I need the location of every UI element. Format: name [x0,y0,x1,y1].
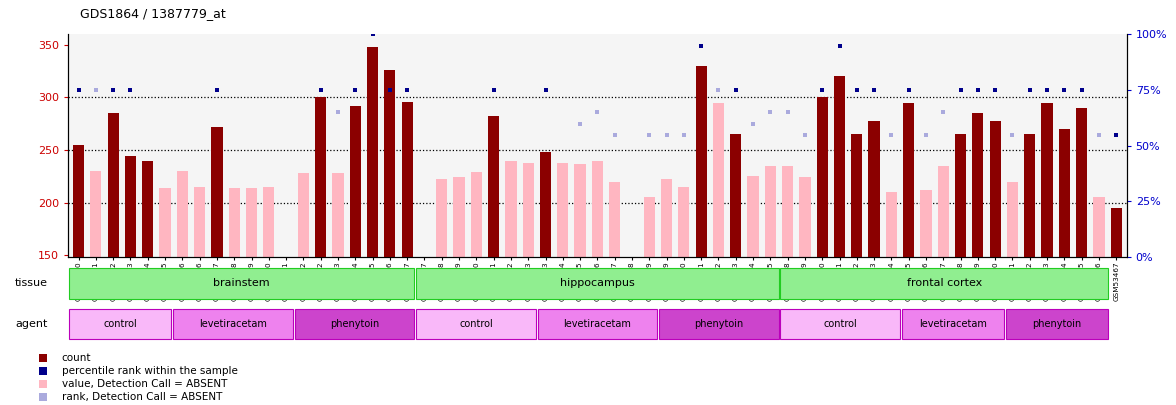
Bar [557,163,568,257]
Bar [401,102,413,257]
Bar [851,134,862,257]
Bar [713,103,724,257]
Text: rank, Detection Call = ABSENT: rank, Detection Call = ABSENT [62,392,222,402]
Bar [781,268,1109,299]
Bar [903,103,914,257]
Bar [246,188,258,257]
Text: levetiracetam: levetiracetam [563,319,632,329]
Bar [730,134,741,257]
Bar [315,98,326,257]
Text: brainstem: brainstem [213,279,270,288]
Bar [816,98,828,257]
Text: count: count [62,352,92,362]
Text: frontal cortex: frontal cortex [907,279,982,288]
Text: value, Detection Call = ABSENT: value, Detection Call = ABSENT [62,379,227,389]
Text: tissue: tissue [14,279,47,288]
Bar [748,176,759,257]
Bar [1042,103,1053,257]
Bar [263,187,274,257]
Text: control: control [103,319,138,329]
Bar [679,187,689,257]
Bar [661,179,673,257]
Bar [522,163,534,257]
Bar [1007,181,1018,257]
Bar [800,177,810,257]
Bar [349,106,361,257]
Bar [176,171,188,257]
Bar [125,156,136,257]
Bar [488,116,500,257]
Bar [470,172,482,257]
Text: phenytoin: phenytoin [1033,319,1082,329]
Bar [436,179,447,257]
Bar [1058,129,1070,257]
Bar [1110,208,1122,257]
Bar [921,190,931,257]
Bar [643,197,655,257]
Bar [69,309,172,339]
Text: hippocampus: hippocampus [560,279,635,288]
Bar [298,173,309,257]
Bar [160,188,171,257]
Bar [295,309,414,339]
Text: control: control [459,319,493,329]
Bar [454,177,465,257]
Bar [764,166,776,257]
Bar [173,309,293,339]
Text: control: control [823,319,857,329]
Bar [1024,134,1035,257]
Bar [695,66,707,257]
Bar [367,47,379,257]
Bar [781,309,900,339]
Bar [989,121,1001,257]
Bar [107,113,119,257]
Bar [1076,108,1088,257]
Text: phenytoin: phenytoin [694,319,743,329]
Text: GDS1864 / 1387779_at: GDS1864 / 1387779_at [80,7,226,20]
Bar [416,268,779,299]
Bar [416,309,536,339]
Bar [886,192,897,257]
Bar [69,268,414,299]
Text: percentile rank within the sample: percentile rank within the sample [62,366,238,376]
Bar [973,113,983,257]
Bar [659,309,779,339]
Bar [869,121,880,257]
Bar [1005,309,1109,339]
Bar [385,70,395,257]
Bar [609,181,620,257]
Bar [333,173,343,257]
Bar [73,145,85,257]
Bar [937,166,949,257]
Bar [540,152,552,257]
Text: phenytoin: phenytoin [330,319,379,329]
Bar [212,127,222,257]
Bar [506,160,516,257]
Bar [142,160,153,257]
Bar [902,309,1004,339]
Bar [228,188,240,257]
Bar [955,134,967,257]
Bar [834,77,846,257]
Text: agent: agent [15,319,47,329]
Bar [194,187,206,257]
Bar [575,164,586,257]
Bar [592,160,603,257]
Text: levetiracetam: levetiracetam [920,319,987,329]
Bar [537,309,657,339]
Bar [1094,197,1104,257]
Bar [91,171,101,257]
Bar [782,166,794,257]
Text: levetiracetam: levetiracetam [199,319,267,329]
